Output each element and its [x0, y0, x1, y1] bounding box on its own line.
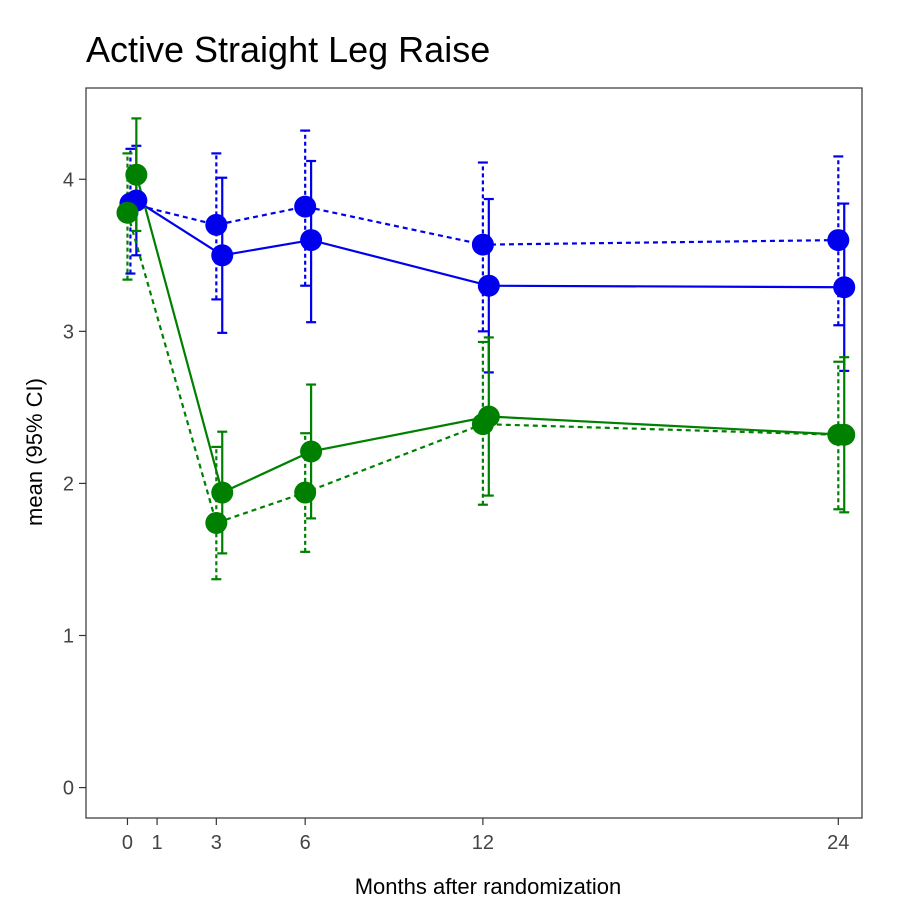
- x-tick-label: 6: [300, 832, 311, 854]
- y-tick-label: 4: [63, 169, 74, 191]
- series-2-points: [125, 163, 856, 504]
- y-tick-label: 0: [63, 778, 74, 800]
- series-1-points: [119, 192, 850, 256]
- data-point: [116, 201, 139, 224]
- data-point: [477, 274, 500, 297]
- data-point: [300, 440, 323, 463]
- y-axis: 0 1 2 3 4: [63, 169, 86, 800]
- series-1: [125, 129, 844, 333]
- series-3-points: [116, 201, 850, 534]
- data-point: [211, 481, 234, 504]
- y-tick-label: 3: [63, 321, 74, 343]
- error-bar: [125, 147, 136, 275]
- data-point: [471, 413, 494, 436]
- series-line: [130, 202, 839, 246]
- data-point: [471, 233, 494, 256]
- data-point: [300, 229, 323, 252]
- data-point: [205, 511, 228, 534]
- y-axis-label: mean (95% CI): [22, 378, 47, 526]
- y-tick-label: 1: [63, 626, 74, 648]
- series-2: [131, 117, 850, 555]
- data-point: [833, 276, 856, 299]
- x-axis-label: Months after randomization: [355, 874, 622, 899]
- data-point: [211, 244, 234, 267]
- data-point: [294, 481, 317, 504]
- series-line: [135, 174, 845, 495]
- y-tick-label: 2: [63, 473, 74, 495]
- plot-panel: [85, 87, 863, 819]
- data-point: [827, 423, 850, 446]
- data-point: [205, 213, 228, 236]
- x-tick-label: 0: [122, 832, 133, 854]
- x-axis: 0 1 3 6 12 24: [122, 818, 849, 854]
- x-tick-label: 3: [211, 832, 222, 854]
- x-tick-label: 12: [472, 832, 494, 854]
- data-point: [125, 163, 148, 186]
- series-layer: [116, 117, 856, 581]
- data-point: [294, 195, 317, 218]
- data-point: [827, 229, 850, 252]
- chart-title: Active Straight Leg Raise: [86, 29, 490, 70]
- error-bar: [477, 340, 488, 506]
- series-0-points: [125, 189, 856, 299]
- x-tick-label: 1: [152, 832, 163, 854]
- x-tick-label: 24: [827, 832, 849, 854]
